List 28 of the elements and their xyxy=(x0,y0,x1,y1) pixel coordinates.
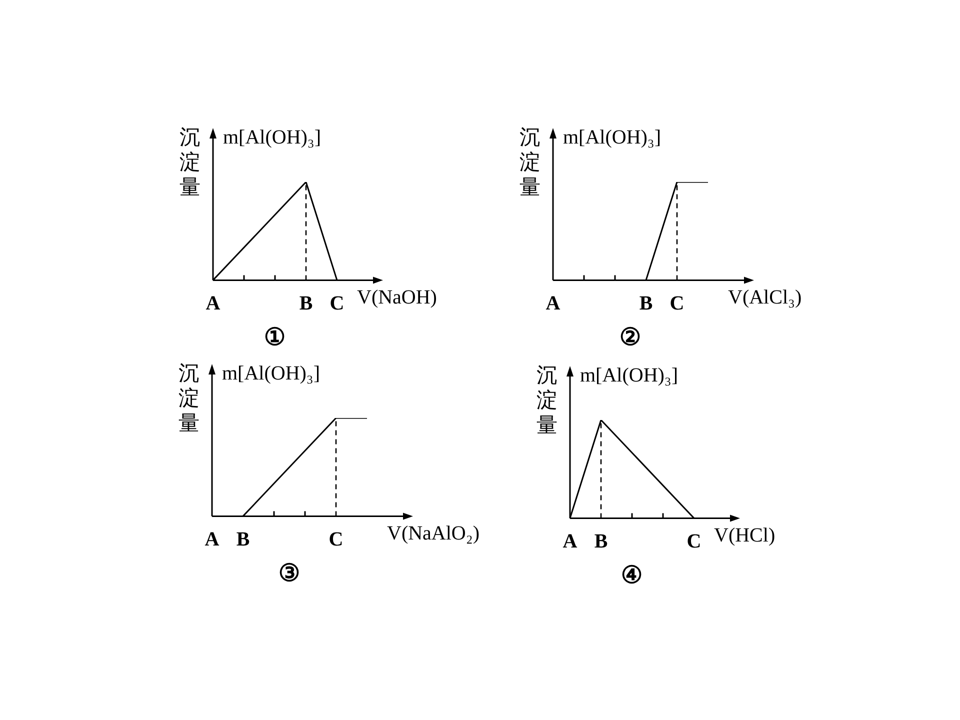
text: ② xyxy=(620,324,642,351)
y-axis-title: 沉淀量 xyxy=(178,361,200,436)
x-tick-label: A xyxy=(562,530,578,552)
text: m[Al(OH)₃] xyxy=(580,364,678,386)
text: m[Al(OH)₃] xyxy=(222,362,320,384)
y-axis-title: 沉淀量 xyxy=(180,125,200,200)
x-axis-title: V(NaAlO₂) xyxy=(387,522,480,544)
y-axis-title: 沉淀量 xyxy=(536,363,558,438)
x-axis-title: V(NaOH) xyxy=(357,286,437,308)
text: ③ xyxy=(278,560,300,587)
x-tick-label: C xyxy=(328,528,344,550)
x-tick-label: B xyxy=(236,528,250,550)
x-tick-label: B xyxy=(639,292,653,314)
text: m[Al(OH)₃] xyxy=(223,126,322,148)
y-axis-title: 沉淀量 xyxy=(520,125,540,200)
x-tick-label: C xyxy=(686,530,702,552)
x-tick-label: C xyxy=(670,292,684,314)
text: m[Al(OH)₃] xyxy=(563,126,662,148)
x-tick-label: B xyxy=(299,292,313,314)
x-tick-label: C xyxy=(330,292,344,314)
x-tick-label: A xyxy=(206,292,221,314)
text: ① xyxy=(264,324,286,351)
x-tick-label: A xyxy=(204,528,220,550)
x-tick-label: B xyxy=(594,530,608,552)
x-axis-title: V(HCl) xyxy=(714,524,776,546)
x-tick-label: A xyxy=(546,292,561,314)
x-axis-title: V(AlCl₃) xyxy=(728,286,802,308)
text: ④ xyxy=(621,562,643,589)
